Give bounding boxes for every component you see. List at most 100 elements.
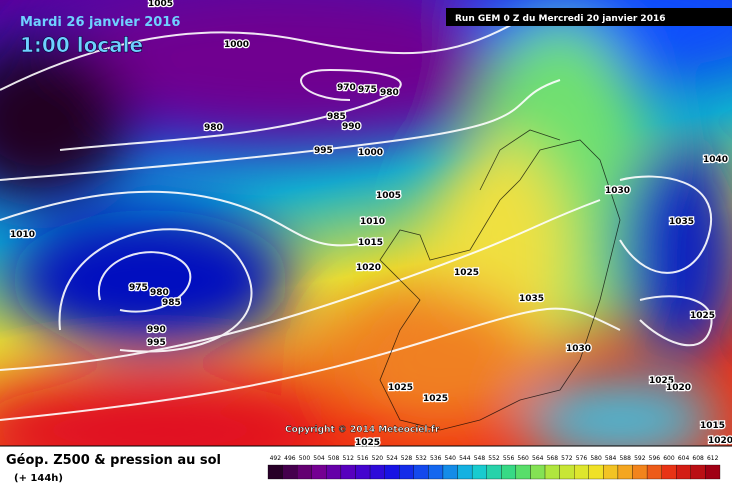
scale-swatch (471, 464, 487, 480)
scale-swatch (486, 464, 502, 480)
isobar-label: 980 (380, 88, 399, 98)
scale-label: 604 (678, 455, 690, 462)
run-box (446, 8, 732, 26)
scale-swatch (574, 464, 589, 480)
scale-label: 608 (692, 455, 704, 462)
copyright: Copyright © 2014 Meteociel.fr (285, 425, 440, 435)
isobar-label: 970 (337, 83, 356, 93)
scale-swatch (676, 464, 691, 480)
scale-label: 496 (284, 455, 296, 462)
scale-label: 516 (357, 455, 369, 462)
isobar-label: 980 (150, 288, 169, 298)
scale-swatch (428, 464, 444, 480)
date: Mardi 26 janvier 2016 (20, 15, 180, 30)
scale-swatch (617, 464, 633, 480)
scale-label: 540 (445, 455, 457, 462)
isobar-label: 1025 (454, 268, 479, 278)
scale-swatch (384, 464, 400, 480)
scale-label: 612 (707, 455, 719, 462)
isobar-label: 995 (314, 146, 333, 156)
isobar-label: 995 (147, 338, 166, 348)
isobar-label: 1040 (703, 155, 728, 165)
scale-label: 564 (532, 455, 544, 462)
scale-label: 560 (517, 455, 529, 462)
scale-label: 532 (415, 455, 427, 462)
scale-label: 548 (474, 455, 486, 462)
scale-label: 512 (342, 455, 354, 462)
scale-swatch (457, 464, 473, 480)
scale-swatch (646, 464, 662, 480)
footer-lead: (+ 144h) (14, 473, 63, 484)
scale-label: 572 (561, 455, 573, 462)
scale-label: 524 (386, 455, 398, 462)
scale-swatch (413, 464, 429, 480)
scale-label: 596 (649, 455, 661, 462)
isobar-label: 1010 (360, 217, 385, 227)
isobar-label: 1020 (666, 383, 691, 393)
scale-swatch (399, 464, 414, 480)
scale-swatch (632, 464, 648, 480)
isobar-label: 1025 (355, 438, 380, 448)
scale-swatch (355, 464, 371, 480)
isobar-label: 1035 (519, 294, 544, 304)
scale-swatch (530, 464, 546, 480)
scale-swatch (369, 464, 385, 480)
scale-swatch (267, 464, 283, 480)
footer-title: Géop. Z500 & pression au sol (6, 453, 221, 468)
scale-swatch (690, 464, 706, 480)
isobar-label: 985 (327, 112, 346, 122)
isobar-label: 1025 (690, 311, 715, 321)
scale-swatch (311, 464, 327, 480)
scale-swatch (603, 464, 619, 480)
scale-label: 588 (619, 455, 631, 462)
scale-swatch (326, 464, 342, 480)
scale-label: 536 (430, 455, 442, 462)
isobar-label: 975 (358, 85, 377, 95)
isobar-label: 1025 (388, 383, 413, 393)
isobar-label: 1030 (605, 186, 630, 196)
isobar-label: 1005 (148, 0, 173, 9)
scale-swatch (282, 464, 298, 480)
scale-label: 492 (270, 455, 282, 462)
scale-label: 500 (299, 455, 311, 462)
scale-swatch (705, 464, 721, 480)
isobar-label: 980 (204, 123, 223, 133)
isobar-label: 990 (342, 122, 361, 132)
isobar-label: 1015 (358, 238, 383, 248)
scale-swatch (661, 464, 677, 480)
scale-label: 568 (547, 455, 559, 462)
isobar-label: 1025 (423, 394, 448, 404)
isobar-label: 1015 (700, 421, 725, 431)
time: 1:00 locale (20, 33, 143, 57)
isobar-label: 1010 (10, 230, 35, 240)
isobar-label: 990 (147, 325, 166, 335)
isobar-label: 975 (129, 283, 148, 293)
scale-swatch (442, 464, 458, 480)
isobar-label: 1025 (649, 376, 674, 386)
scale-label: 580 (590, 455, 602, 462)
scale-swatch (297, 464, 312, 480)
scale-swatch (515, 464, 531, 480)
scale-swatch (501, 464, 517, 480)
isobar-label: 1005 (376, 191, 401, 201)
run: Run GEM 0 Z du Mercredi 20 janvier 2016 (455, 14, 665, 24)
scale-label: 592 (634, 455, 646, 462)
isobar-label: 1035 (669, 217, 694, 227)
scale-swatch (559, 464, 575, 480)
isobar-label: 1000 (358, 148, 383, 158)
scale-label: 508 (328, 455, 340, 462)
scale-label: 556 (503, 455, 515, 462)
scale-label: 584 (605, 455, 617, 462)
isobar-label: 985 (162, 298, 181, 308)
scale-label: 504 (313, 455, 325, 462)
scale-label: 528 (401, 455, 413, 462)
scale-label: 544 (459, 455, 471, 462)
scale-swatch (588, 464, 604, 480)
isobar-label: 1020 (708, 436, 732, 446)
scale-label: 576 (576, 455, 588, 462)
isobar-label: 1000 (224, 40, 249, 50)
isobar-label: 1020 (356, 263, 381, 273)
isobar-label: 1030 (566, 344, 591, 354)
